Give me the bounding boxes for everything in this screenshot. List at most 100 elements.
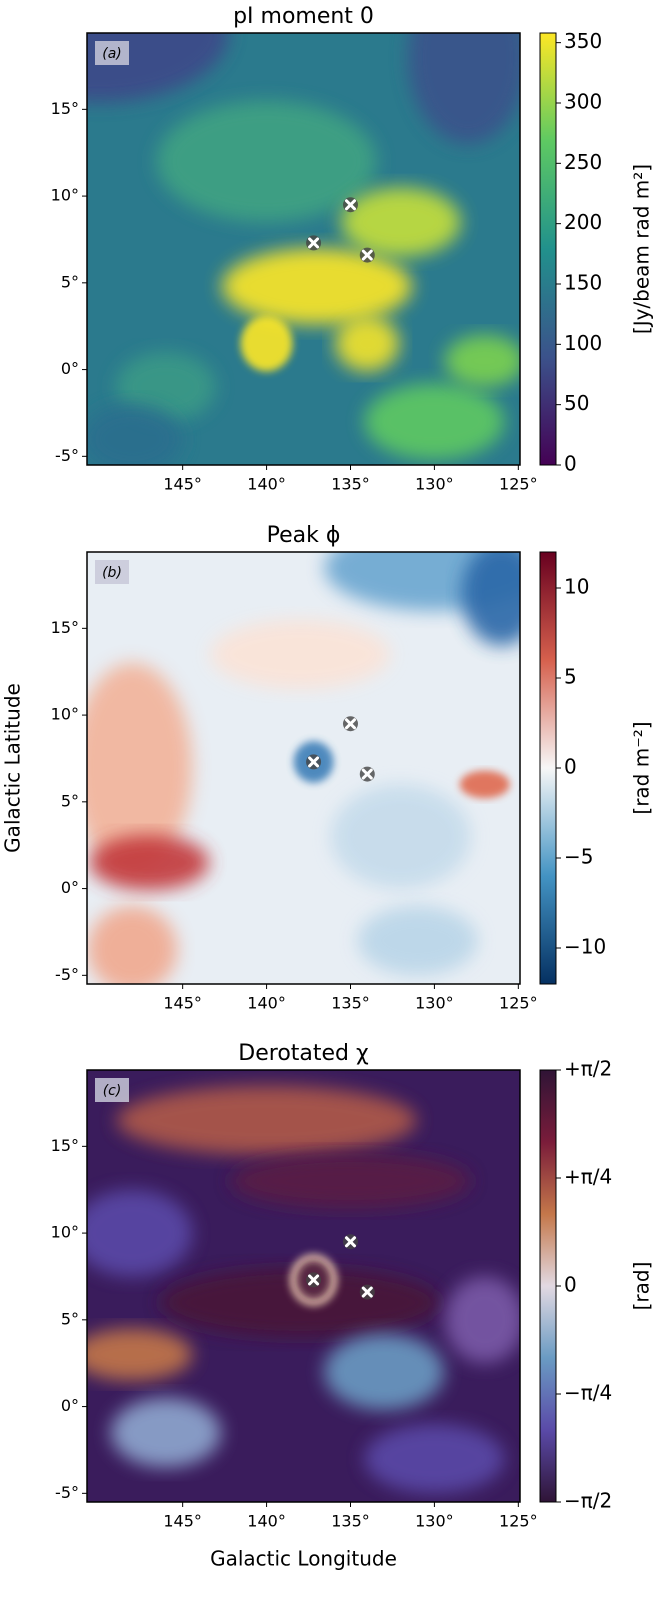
colorbar-label: [rad] xyxy=(630,1262,654,1311)
y-tick-label: 0° xyxy=(61,878,79,897)
colorbar-tick-label: 0 xyxy=(564,755,577,779)
colorbar-tick-label: +π/4 xyxy=(564,1165,612,1189)
y-tick-label: -5° xyxy=(55,965,79,984)
colorbar-tick-label: 300 xyxy=(564,89,602,113)
y-tick-label: -5° xyxy=(55,1483,79,1502)
colorbar-tick-label: 10 xyxy=(564,575,589,599)
source-marker xyxy=(306,1272,322,1288)
x-tick-label: 125° xyxy=(499,994,538,1013)
panel: pI moment 0 (a) 145° 140° 135° 130° 125° -5° 0° 5… xyxy=(51,4,654,494)
map-feature xyxy=(357,905,478,976)
y-tick-label: 15° xyxy=(51,1136,79,1155)
x-tick-label: 130° xyxy=(415,1512,454,1531)
colorbar-tick-label: −10 xyxy=(564,935,606,959)
axes-frame xyxy=(86,1069,521,1503)
x-tick-label: 145° xyxy=(163,1512,202,1531)
colorbar-tick-label: 200 xyxy=(564,210,602,234)
map-feature xyxy=(330,784,471,889)
y-axis-label: Galactic Latitude xyxy=(1,683,25,853)
map-image xyxy=(87,1070,520,1502)
colorbar-tick-label: −π/4 xyxy=(564,1381,612,1405)
x-tick-label: 125° xyxy=(499,475,538,494)
colorbar-tick-label: −5 xyxy=(564,845,593,869)
x-tick-label: 145° xyxy=(163,994,202,1013)
y-tick-label: 10° xyxy=(51,186,79,205)
colorbar xyxy=(539,551,557,985)
y-tick-label: 15° xyxy=(51,99,79,118)
colorbar-tick-label: 150 xyxy=(564,270,602,294)
panel-label: (a) xyxy=(102,46,122,62)
map-feature xyxy=(87,663,193,872)
panel-label-box xyxy=(95,560,129,584)
x-tick-label: 135° xyxy=(331,1512,370,1531)
map-feature xyxy=(160,1267,441,1338)
y-tick-label: 15° xyxy=(51,618,79,637)
map-feature xyxy=(461,552,520,646)
colorbar xyxy=(539,1069,557,1503)
x-tick-label: 125° xyxy=(499,1512,538,1531)
panel-title: Derotated χ xyxy=(238,1041,369,1066)
y-tick-label: 0° xyxy=(61,1396,79,1415)
source-marker xyxy=(342,197,358,213)
map-feature xyxy=(240,315,293,372)
panel-label: (b) xyxy=(102,565,122,581)
x-tick-label: 145° xyxy=(163,475,202,494)
map-feature xyxy=(87,1189,193,1277)
map-feature xyxy=(230,1153,471,1209)
map-image xyxy=(87,552,520,984)
map-feature xyxy=(221,248,412,325)
y-tick-label: -5° xyxy=(55,446,79,465)
axes-frame xyxy=(86,32,521,466)
x-tick-label: 140° xyxy=(247,994,286,1013)
panel-title: Peak ϕ xyxy=(267,523,341,548)
source-marker xyxy=(306,754,322,770)
map-feature xyxy=(364,1423,505,1494)
panel-label-box xyxy=(95,1078,129,1102)
map-feature xyxy=(87,404,183,465)
map-feature xyxy=(444,334,520,387)
x-tick-label: 135° xyxy=(331,475,370,494)
map-feature xyxy=(444,1276,520,1364)
map-feature xyxy=(335,315,400,372)
colorbar-tick-label: 5 xyxy=(564,665,577,689)
source-marker xyxy=(359,1284,375,1300)
map-feature xyxy=(87,905,178,984)
map-image xyxy=(87,33,520,465)
colorbar-tick-label: +π/2 xyxy=(564,1057,612,1081)
source-marker xyxy=(342,716,358,732)
map-feature xyxy=(407,33,520,145)
panel-title: pI moment 0 xyxy=(233,4,374,29)
y-tick-label: 0° xyxy=(61,359,79,378)
map-feature xyxy=(156,100,377,223)
colorbar-tick-label: 0 xyxy=(564,452,577,476)
panel-label: (c) xyxy=(103,1083,122,1099)
map-feature xyxy=(116,1085,417,1156)
colorbar-label: [Jy/beam rad m²] xyxy=(630,164,654,334)
x-tick-label: 130° xyxy=(415,994,454,1013)
x-tick-label: 140° xyxy=(247,475,286,494)
x-axis-label: Galactic Longitude xyxy=(210,1547,397,1571)
map-feature xyxy=(324,1333,445,1411)
y-tick-label: 5° xyxy=(61,272,79,291)
colorbar-tick-label: 50 xyxy=(564,391,589,415)
source-marker xyxy=(342,1234,358,1250)
colorbar-tick-label: 0 xyxy=(564,1273,577,1297)
map-feature xyxy=(89,834,210,891)
panel: Peak ϕ (b) 145° 140° 135° 130° 125° -5° 0° 5° 10° 1… xyxy=(1,523,654,1013)
map-feature xyxy=(340,187,461,257)
map-feature xyxy=(364,383,505,460)
panel-label-box xyxy=(95,41,129,65)
colorbar-tick-label: 100 xyxy=(564,331,602,355)
x-tick-label: 135° xyxy=(331,994,370,1013)
source-marker xyxy=(359,247,375,263)
colorbar-label: [rad m⁻²] xyxy=(630,721,654,814)
axes-frame xyxy=(86,551,521,985)
map-feature xyxy=(110,1397,221,1468)
y-tick-label: 10° xyxy=(51,705,79,724)
y-tick-label: 5° xyxy=(61,791,79,810)
source-marker xyxy=(359,766,375,782)
source-marker xyxy=(306,235,322,251)
colorbar-tick-label: 350 xyxy=(564,29,602,53)
